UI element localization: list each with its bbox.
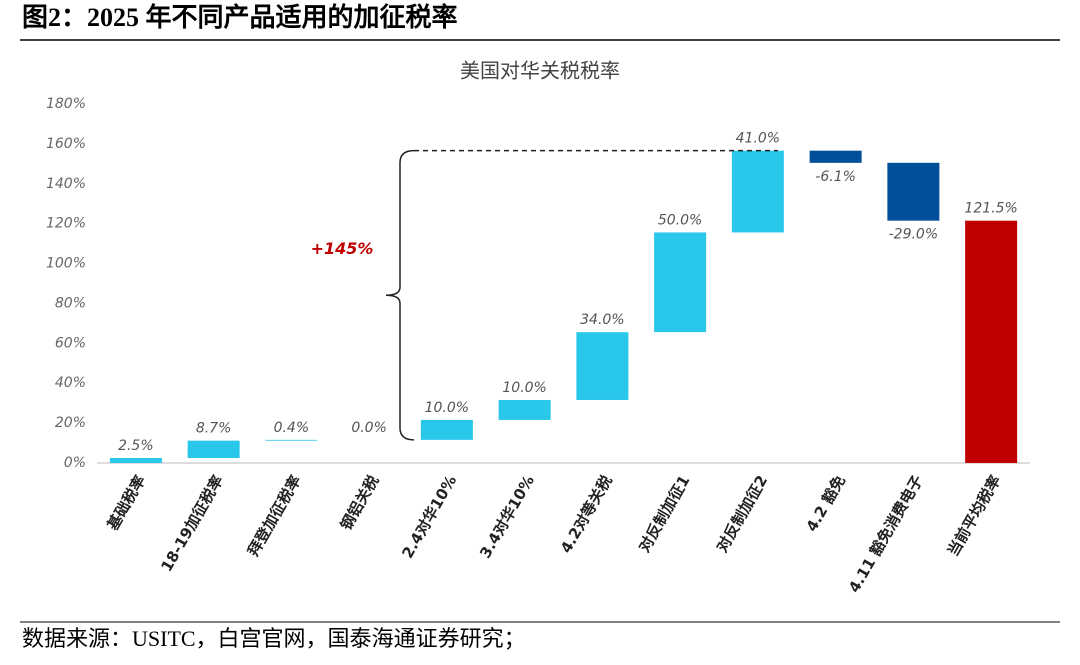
bar xyxy=(420,419,473,440)
bar xyxy=(109,458,162,463)
x-tick-label: 2.4对华10% xyxy=(398,472,460,561)
bar xyxy=(809,150,862,163)
value-label: -6.1% xyxy=(815,169,856,185)
x-tick-label: 4.11 豁免消费电子 xyxy=(845,472,927,596)
y-tick-label: 40% xyxy=(55,375,86,391)
source: 数据来源：USITC，白宫官网，国泰海通证券研究； xyxy=(22,626,526,651)
x-tick-label: 18-19加征税率 xyxy=(157,472,227,575)
y-tick-label: 20% xyxy=(55,415,86,431)
chart-title: 美国对华关税税率 xyxy=(460,59,620,83)
x-tick-label: 4.2 豁免 xyxy=(802,472,848,535)
value-label: 0.4% xyxy=(274,420,310,436)
bar xyxy=(187,440,240,459)
value-label: 8.7% xyxy=(196,421,232,437)
bar xyxy=(265,439,318,441)
value-label: 50.0% xyxy=(658,212,702,228)
x-tick-label: 当前平均税率 xyxy=(944,472,1005,559)
x-tick-label: 基础税率 xyxy=(103,472,149,534)
y-tick-label: 80% xyxy=(55,295,86,311)
x-tick-label: 4.2对等关税 xyxy=(557,472,616,556)
y-tick-label: 160% xyxy=(46,136,86,152)
value-label: 121.5% xyxy=(964,201,1017,217)
bracket xyxy=(385,149,415,441)
bar xyxy=(965,220,1018,463)
value-label: 0.0% xyxy=(351,420,387,436)
annotation: +145% xyxy=(311,239,374,258)
value-label: 2.5% xyxy=(118,438,154,454)
y-tick-label: 180% xyxy=(46,96,86,112)
x-tick-label: 拜登加征税率 xyxy=(244,472,305,559)
bar xyxy=(498,399,551,420)
x-tick-label: 钢铝关税 xyxy=(337,472,383,533)
bar xyxy=(654,232,707,333)
value-label: 34.0% xyxy=(580,312,624,328)
value-label: -29.0% xyxy=(889,227,939,243)
bar xyxy=(887,162,940,221)
bar xyxy=(576,332,629,400)
x-tick-label: 对反制加征2 xyxy=(713,472,771,555)
y-tick-label: 100% xyxy=(46,256,86,272)
x-tick-label: 对反制加征1 xyxy=(635,472,693,555)
value-label: 41.0% xyxy=(736,131,780,147)
x-tick-label: 3.4对华10% xyxy=(476,472,538,561)
value-label: 10.0% xyxy=(502,380,546,396)
y-tick-label: 120% xyxy=(46,216,86,232)
y-tick-label: 140% xyxy=(46,176,86,192)
figure-title: 图2：2025 年不同产品适用的加征税率 xyxy=(22,2,458,32)
bar xyxy=(731,150,784,233)
value-label: 10.0% xyxy=(425,400,469,416)
y-tick-label: 0% xyxy=(64,455,86,471)
y-tick-label: 60% xyxy=(55,335,86,351)
